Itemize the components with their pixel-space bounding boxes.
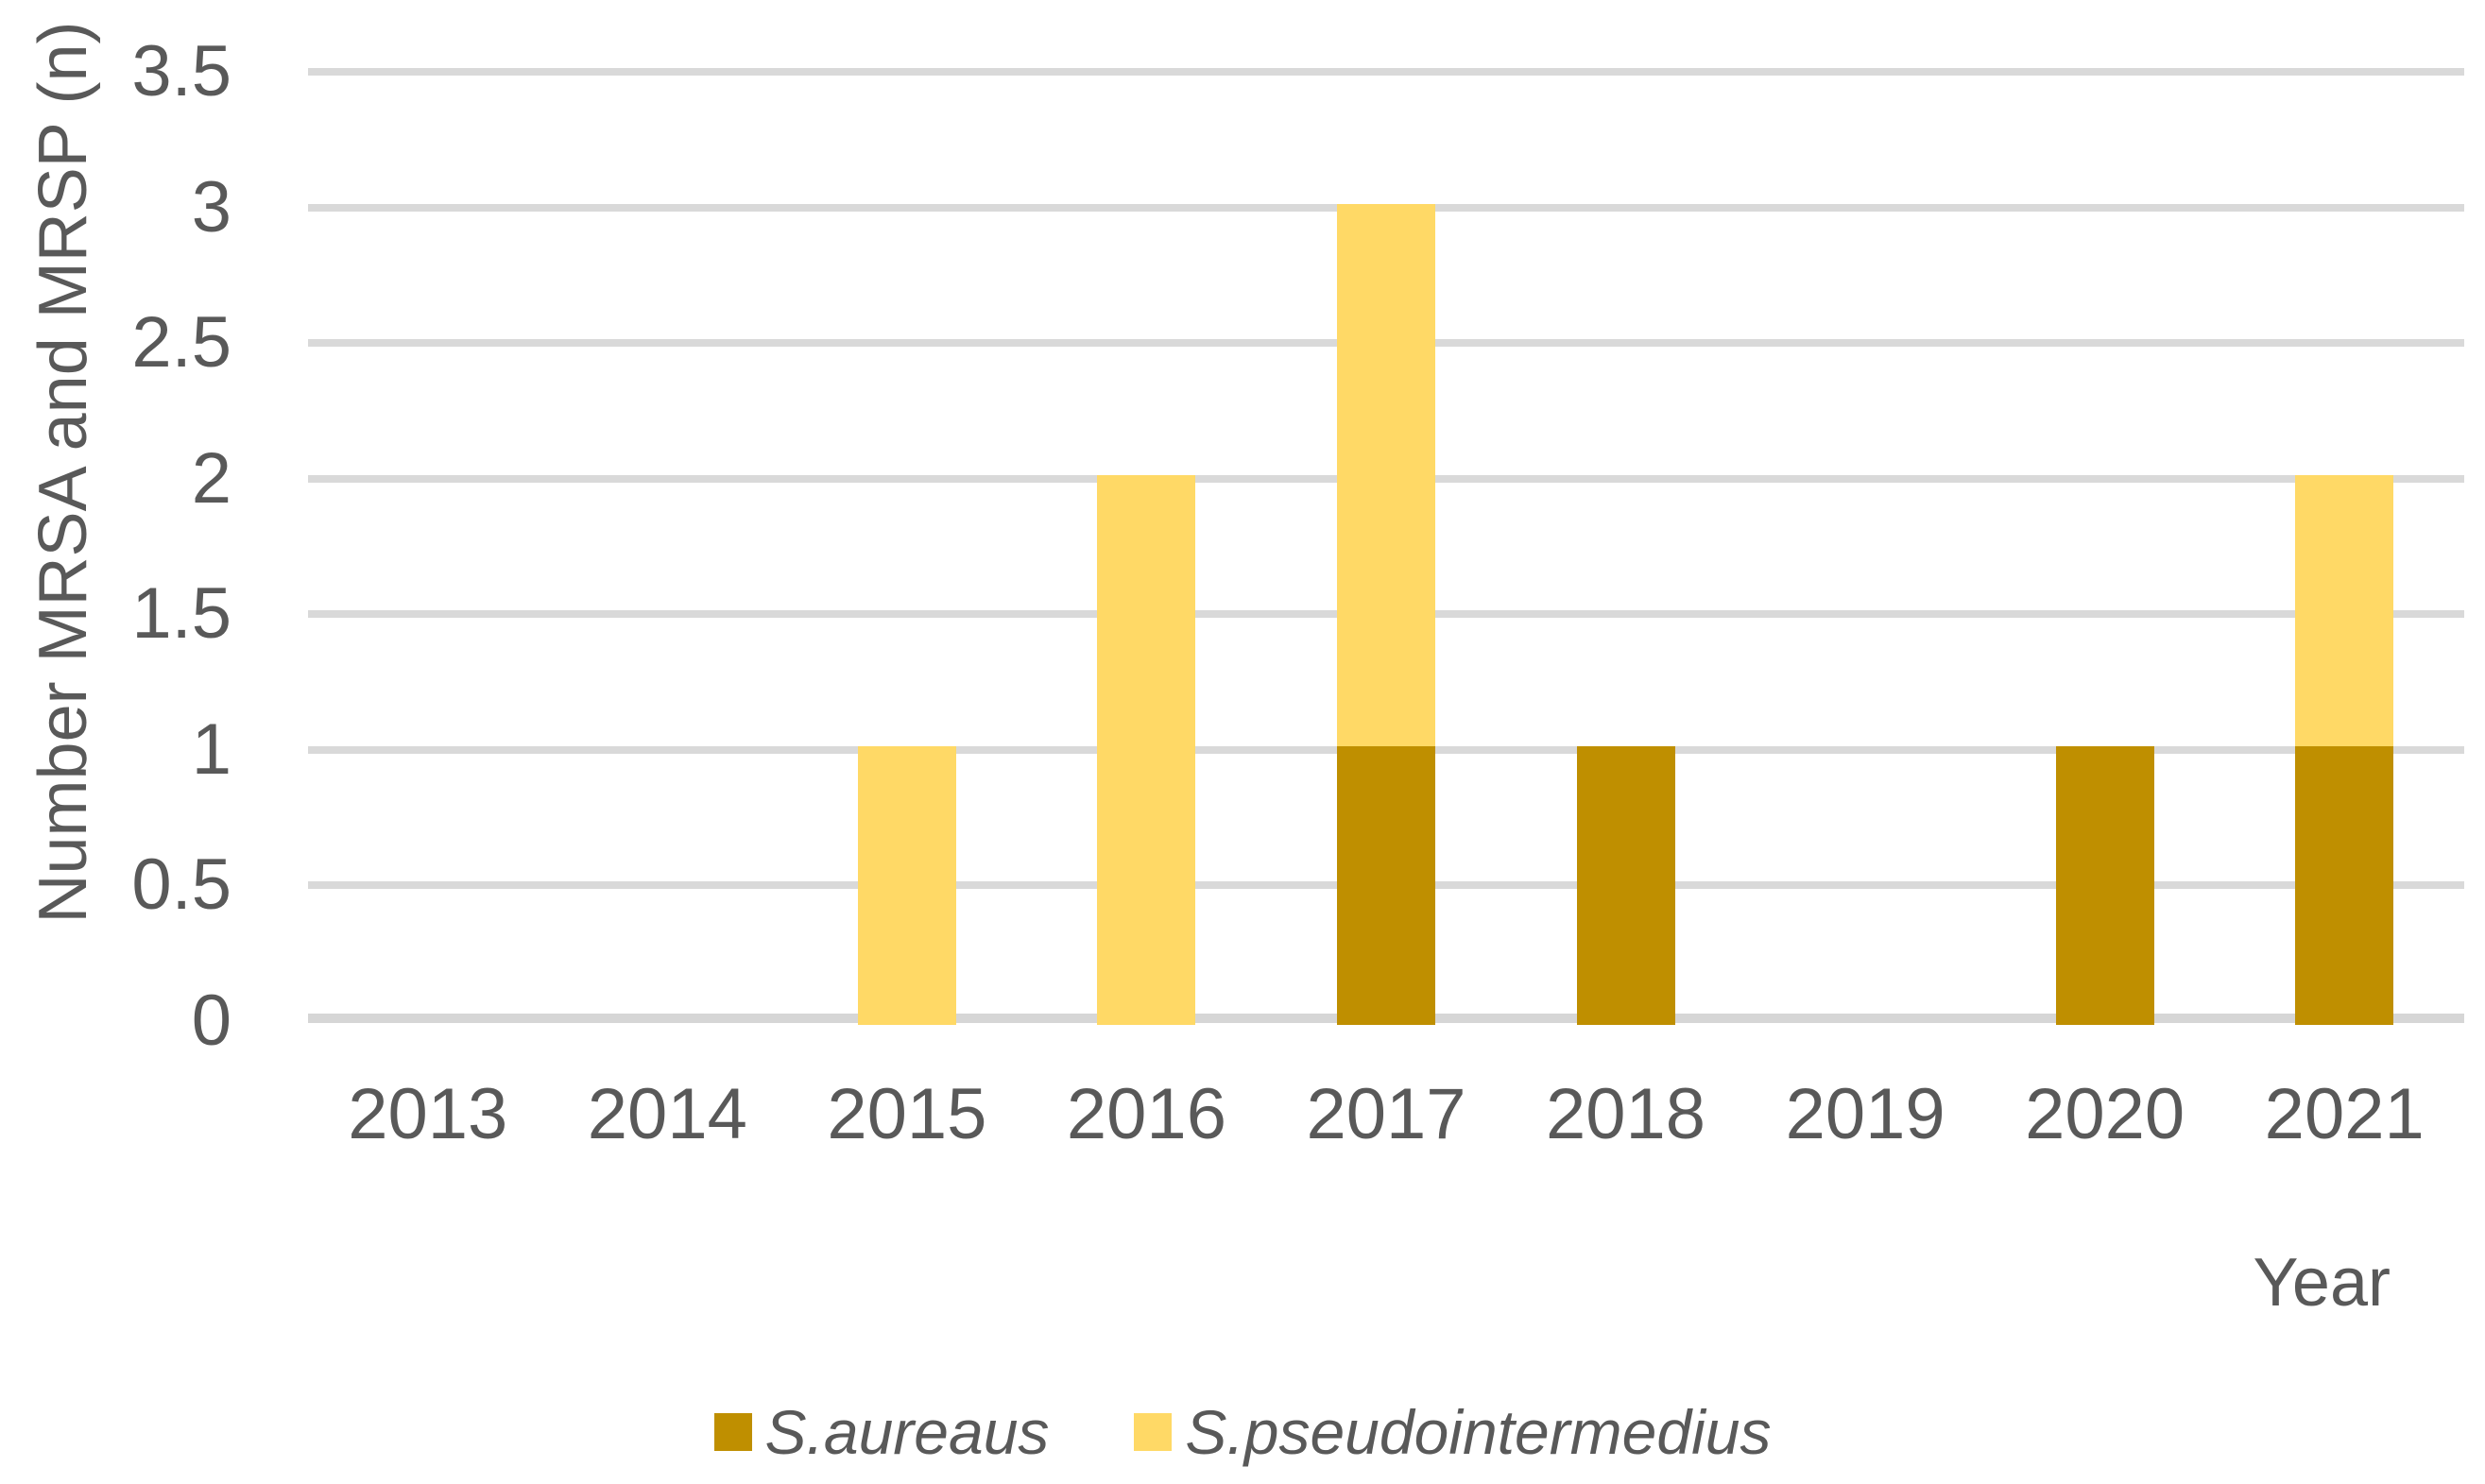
bar-2017-s-aureaus (1337, 745, 1435, 1025)
bar-2015-s-pseudointermedius (857, 745, 956, 1025)
legend-label: S.pseudointermedius (1185, 1397, 1772, 1467)
y-tick-label-2.5: 2.5 (131, 302, 231, 384)
legend-swatch-icon (1134, 1413, 1173, 1451)
bar-2021-s-aureaus (2295, 745, 2394, 1025)
y-tick-label-3: 3 (191, 166, 231, 247)
legend-label: S.aureaus (764, 1397, 1050, 1467)
legend-item-s-aureaus: S.aureaus (713, 1396, 1050, 1468)
x-tick-label-2013: 2013 (348, 1074, 508, 1154)
plot-area (308, 68, 2464, 1025)
y-tick-label-0.5: 0.5 (131, 844, 231, 926)
bar-2021-s-pseudointermedius (2295, 474, 2394, 746)
x-tick-label-2020: 2020 (2025, 1074, 2185, 1154)
bar-2020-s-aureaus (2055, 745, 2154, 1025)
x-tick-label-2018: 2018 (1546, 1074, 1706, 1154)
x-tick-label-2016: 2016 (1066, 1074, 1226, 1154)
bar-2017-s-pseudointermedius (1337, 203, 1435, 746)
legend-item-s-pseudointermedius: S.pseudointermedius (1134, 1396, 1771, 1468)
x-tick-label-2021: 2021 (2264, 1074, 2425, 1154)
legend: S.aureaus S.pseudointermedius (0, 1397, 2485, 1467)
y-tick-label-2: 2 (191, 437, 231, 519)
x-tick-label-2015: 2015 (827, 1074, 987, 1154)
legend-swatch-icon (713, 1413, 752, 1451)
gridline-y-3.5 (308, 68, 2464, 76)
y-tick-label-0: 0 (191, 981, 231, 1061)
bar-2018-s-aureaus (1576, 745, 1675, 1025)
y-tick-label-1.5: 1.5 (131, 573, 231, 655)
y-tick-label-1: 1 (191, 708, 231, 790)
x-tick-label-2017: 2017 (1306, 1074, 1466, 1154)
y-tick-label-3.5: 3.5 (131, 31, 231, 111)
x-tick-label-2019: 2019 (1785, 1074, 1945, 1154)
x-axis-title: Year (2253, 1245, 2391, 1321)
bar-2016-s-pseudointermedius (1097, 474, 1196, 1025)
x-tick-label-2014: 2014 (587, 1074, 747, 1154)
